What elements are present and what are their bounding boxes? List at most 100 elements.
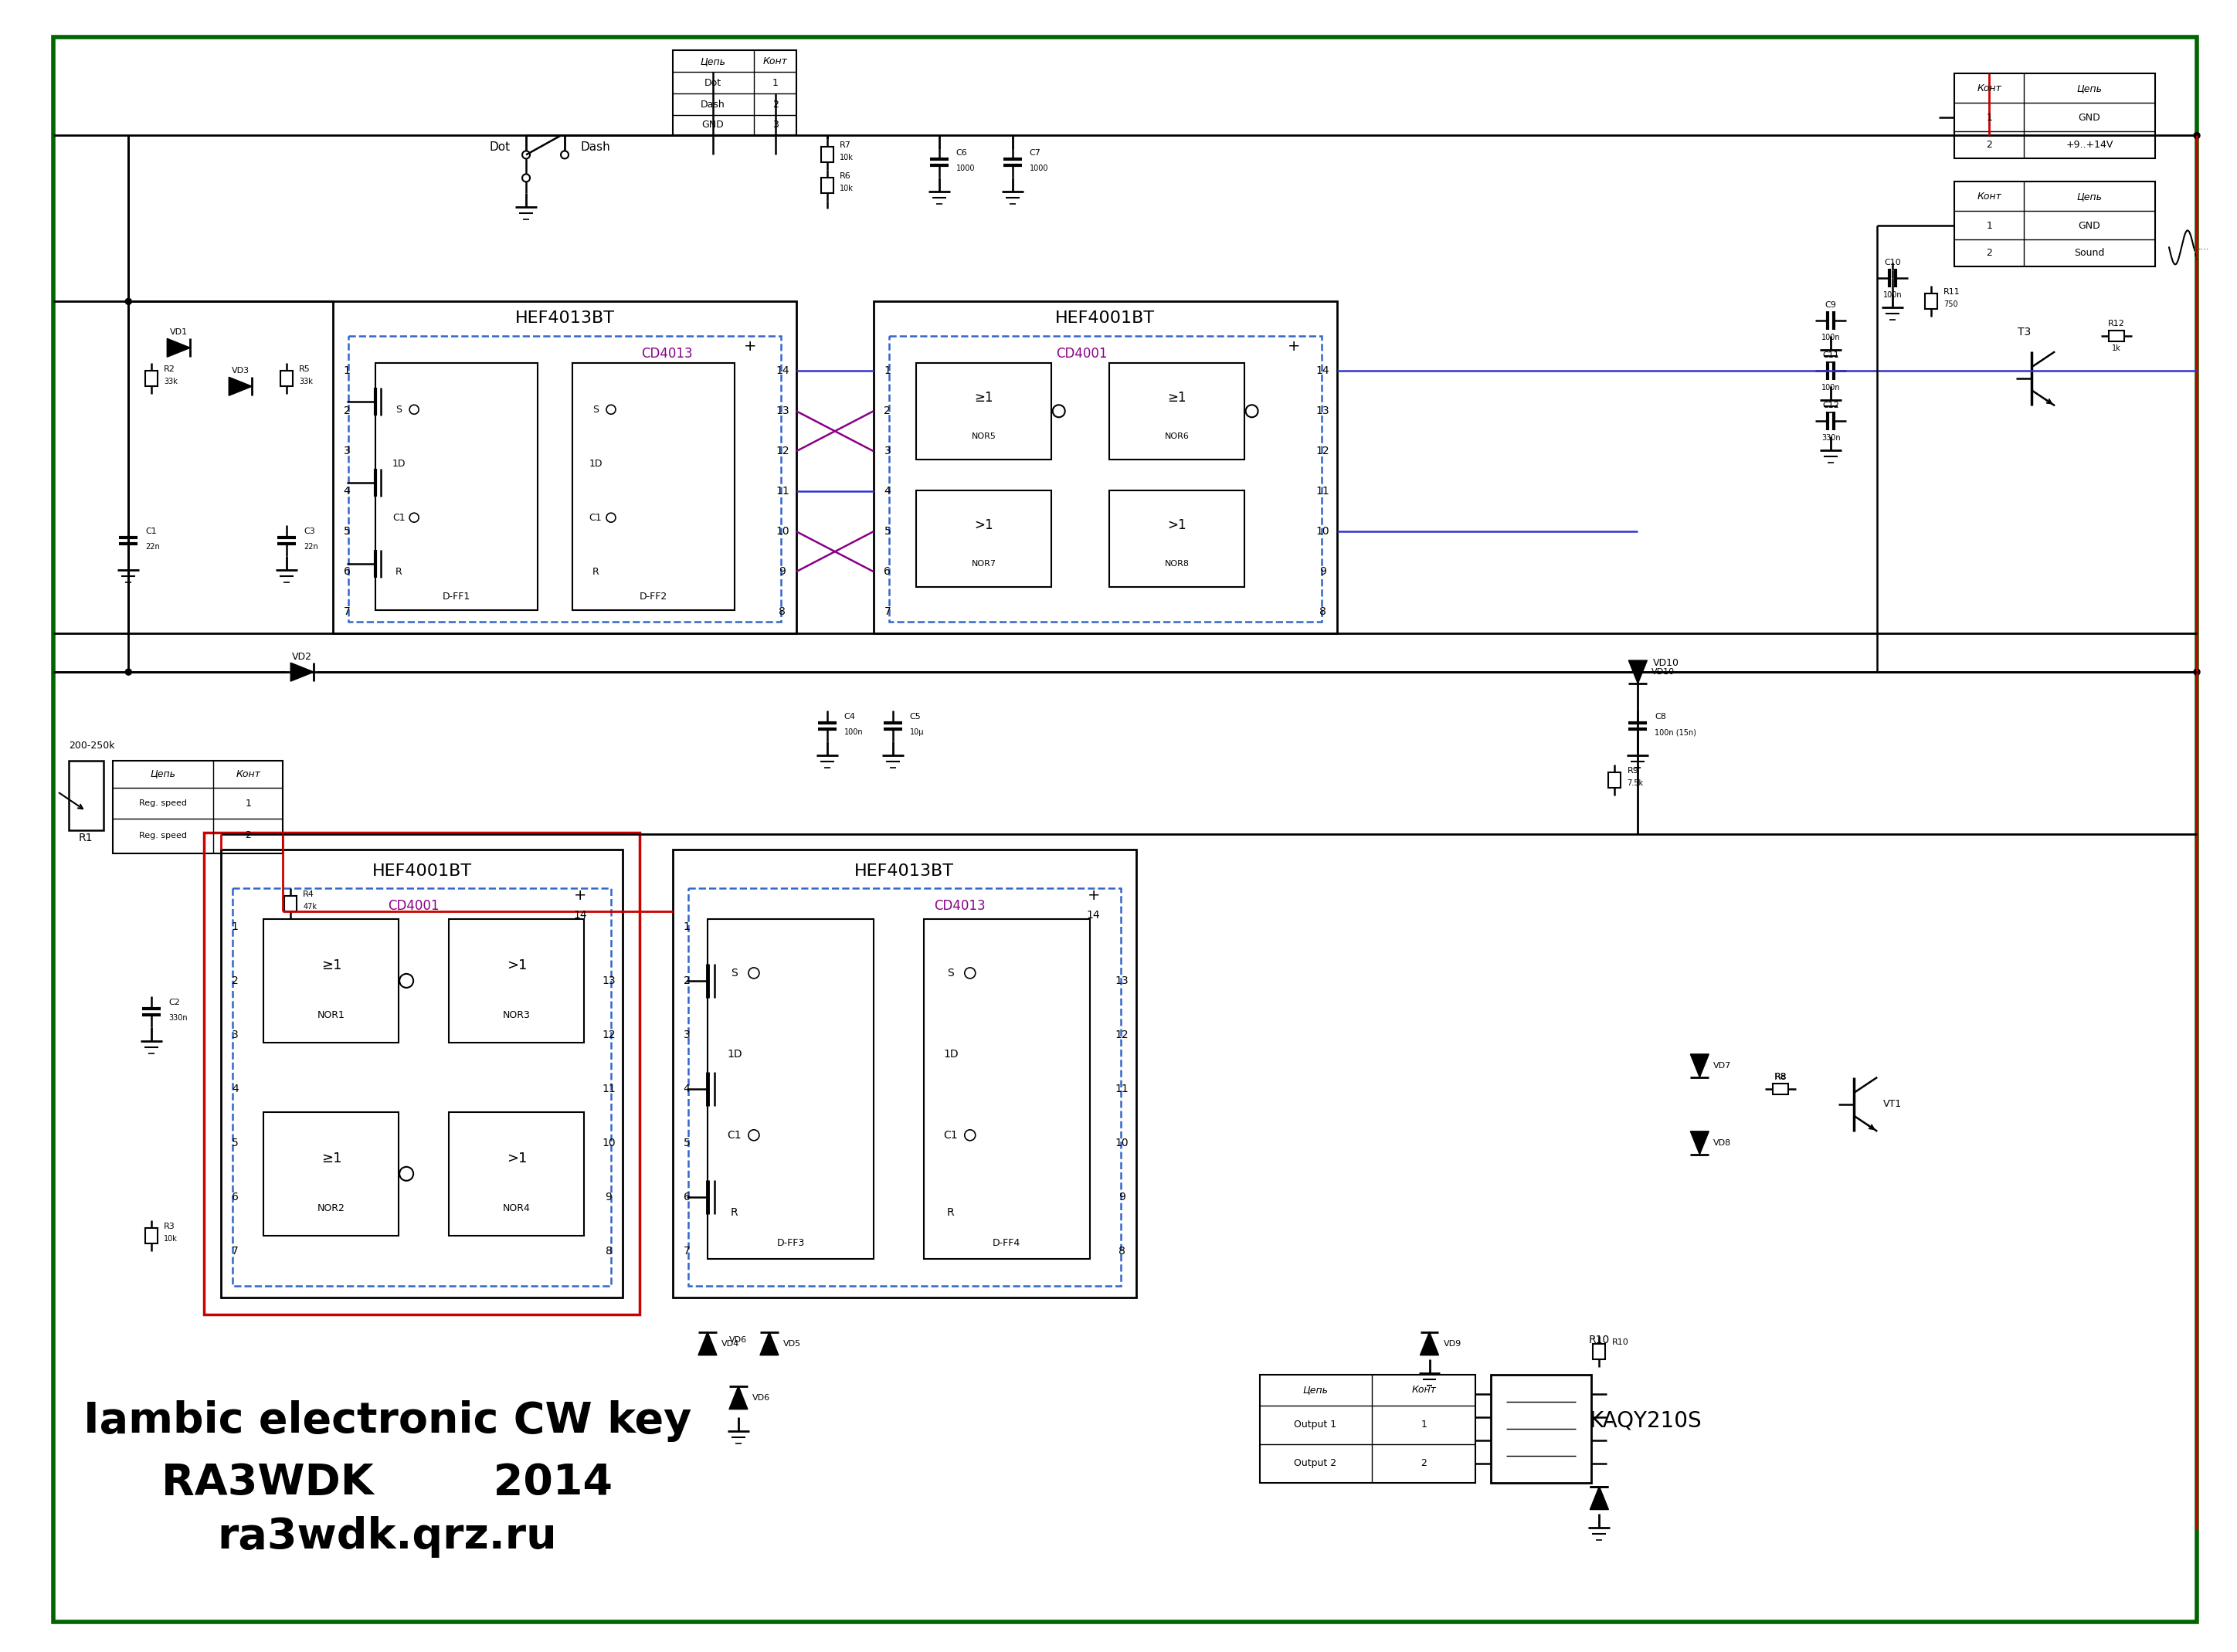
Bar <box>264 1112 398 1236</box>
Bar <box>333 301 796 633</box>
Text: C1: C1 <box>145 527 157 535</box>
Text: 2: 2 <box>884 406 890 416</box>
Text: +: + <box>743 339 756 354</box>
Text: VD8: VD8 <box>1714 1138 1731 1146</box>
Text: NOR4: NOR4 <box>503 1204 530 1214</box>
Text: 2: 2 <box>1986 248 1993 258</box>
Text: 200-250k: 200-250k <box>69 740 114 750</box>
Circle shape <box>125 299 132 304</box>
Text: R6: R6 <box>839 172 850 180</box>
Text: 7: 7 <box>884 606 890 618</box>
Text: 14: 14 <box>1087 910 1101 920</box>
Text: C1: C1 <box>588 512 602 522</box>
Text: 2: 2 <box>1986 140 1993 150</box>
Bar <box>349 337 781 621</box>
Text: Конт: Конт <box>235 768 259 778</box>
Bar <box>915 491 1051 586</box>
Text: VD4: VD4 <box>720 1340 740 1348</box>
Text: 10μ: 10μ <box>910 729 924 737</box>
Text: Конт: Конт <box>1978 192 2002 202</box>
Bar <box>221 849 622 1297</box>
Text: 1: 1 <box>233 922 239 932</box>
Text: C10: C10 <box>1884 259 1901 266</box>
Polygon shape <box>228 377 253 395</box>
Text: C9: C9 <box>1825 301 1837 309</box>
Bar <box>1110 491 1244 586</box>
Text: 5: 5 <box>344 525 351 537</box>
Text: 8: 8 <box>1118 1246 1125 1257</box>
Text: NOR1: NOR1 <box>318 1011 344 1021</box>
Text: 22n: 22n <box>304 544 318 550</box>
Bar <box>450 919 584 1042</box>
Text: R5: R5 <box>300 365 311 373</box>
Text: R2: R2 <box>163 365 174 373</box>
Text: 1: 1 <box>246 798 251 808</box>
Text: S: S <box>396 405 403 415</box>
Bar <box>114 762 282 854</box>
Text: 2: 2 <box>1420 1459 1427 1469</box>
Text: +: + <box>1289 339 1300 354</box>
Text: 1D: 1D <box>944 1049 957 1059</box>
Text: 12: 12 <box>1116 1029 1130 1041</box>
Text: R9: R9 <box>1626 767 1637 775</box>
Text: 9: 9 <box>778 567 785 577</box>
Text: 14: 14 <box>573 910 586 920</box>
Bar <box>1774 1084 1787 1094</box>
Text: VD2: VD2 <box>293 651 313 661</box>
Text: 330n: 330n <box>1821 434 1841 443</box>
Circle shape <box>2194 669 2199 676</box>
Text: VD9: VD9 <box>1443 1340 1461 1348</box>
Text: Конт: Конт <box>1978 83 2002 94</box>
Text: Output 1: Output 1 <box>1293 1419 1335 1429</box>
Text: C3: C3 <box>304 527 315 535</box>
Text: >1: >1 <box>506 958 528 973</box>
Text: GND: GND <box>2078 221 2101 231</box>
Text: 1: 1 <box>682 922 689 932</box>
Bar <box>1955 182 2154 266</box>
Text: D-FF2: D-FF2 <box>640 591 667 601</box>
Bar <box>673 849 1136 1297</box>
Text: C1: C1 <box>391 512 405 522</box>
Text: 10k: 10k <box>163 1234 177 1242</box>
Text: 100n: 100n <box>1821 383 1841 392</box>
Text: R11: R11 <box>1944 289 1960 296</box>
Text: C11: C11 <box>1823 352 1839 360</box>
Circle shape <box>125 669 132 676</box>
Text: R12: R12 <box>2107 320 2125 327</box>
Text: 6: 6 <box>682 1191 689 1203</box>
Text: 1000: 1000 <box>955 165 975 172</box>
Bar <box>689 889 1121 1285</box>
Text: ≥1: ≥1 <box>975 392 993 405</box>
Text: 5: 5 <box>682 1138 689 1148</box>
Polygon shape <box>698 1332 716 1355</box>
Bar <box>1492 1374 1591 1482</box>
Text: R3: R3 <box>163 1222 174 1231</box>
Bar <box>233 889 611 1285</box>
Text: D-FF3: D-FF3 <box>776 1239 805 1249</box>
Text: 33k: 33k <box>163 378 177 385</box>
Text: 13: 13 <box>602 975 615 986</box>
Text: R: R <box>946 1208 955 1218</box>
Text: D-FF1: D-FF1 <box>443 591 470 601</box>
Text: CD4001: CD4001 <box>389 899 438 914</box>
Text: 13: 13 <box>1116 975 1130 986</box>
Text: 6: 6 <box>233 1191 239 1203</box>
Text: Цепь: Цепь <box>700 56 725 66</box>
Text: 47k: 47k <box>302 902 318 910</box>
Text: ≥1: ≥1 <box>322 958 342 973</box>
Text: >1: >1 <box>975 519 993 532</box>
Text: 750: 750 <box>1944 301 1957 309</box>
Text: VD5: VD5 <box>783 1340 801 1348</box>
Text: VD10: VD10 <box>1653 657 1680 667</box>
Text: 7: 7 <box>344 606 351 618</box>
Text: 11: 11 <box>602 1084 615 1094</box>
Text: R10: R10 <box>1611 1338 1629 1346</box>
Text: 11: 11 <box>1315 486 1329 497</box>
Text: 13: 13 <box>776 406 790 416</box>
Bar <box>284 895 298 912</box>
Polygon shape <box>168 339 190 357</box>
Text: 3: 3 <box>344 446 351 456</box>
Bar <box>2109 330 2125 342</box>
Text: D-FF4: D-FF4 <box>993 1239 1020 1249</box>
Text: 100n: 100n <box>1821 334 1841 342</box>
